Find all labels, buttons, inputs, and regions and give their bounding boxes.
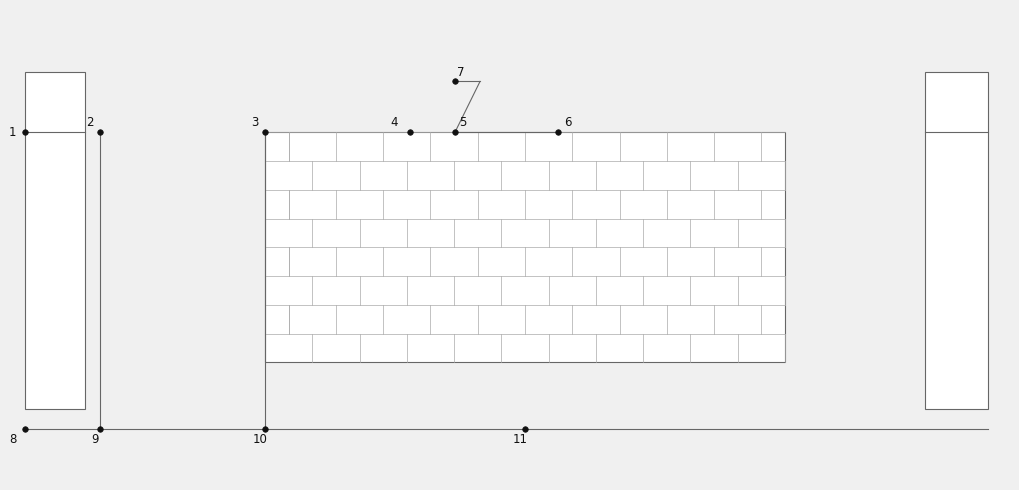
Text: 4: 4 [390, 116, 397, 128]
Text: 3: 3 [251, 116, 259, 128]
Text: 1: 1 [8, 125, 16, 139]
Text: 2: 2 [87, 116, 94, 128]
Text: 10: 10 [253, 433, 267, 446]
Text: 7: 7 [457, 66, 465, 79]
Text: 6: 6 [564, 116, 572, 128]
Bar [265, 132, 785, 363]
Bar [924, 72, 986, 409]
Bar [25, 72, 86, 409]
Text: 5: 5 [459, 116, 467, 128]
Text: 9: 9 [92, 433, 99, 446]
Text: 8: 8 [9, 433, 17, 446]
Text: 11: 11 [512, 433, 527, 446]
